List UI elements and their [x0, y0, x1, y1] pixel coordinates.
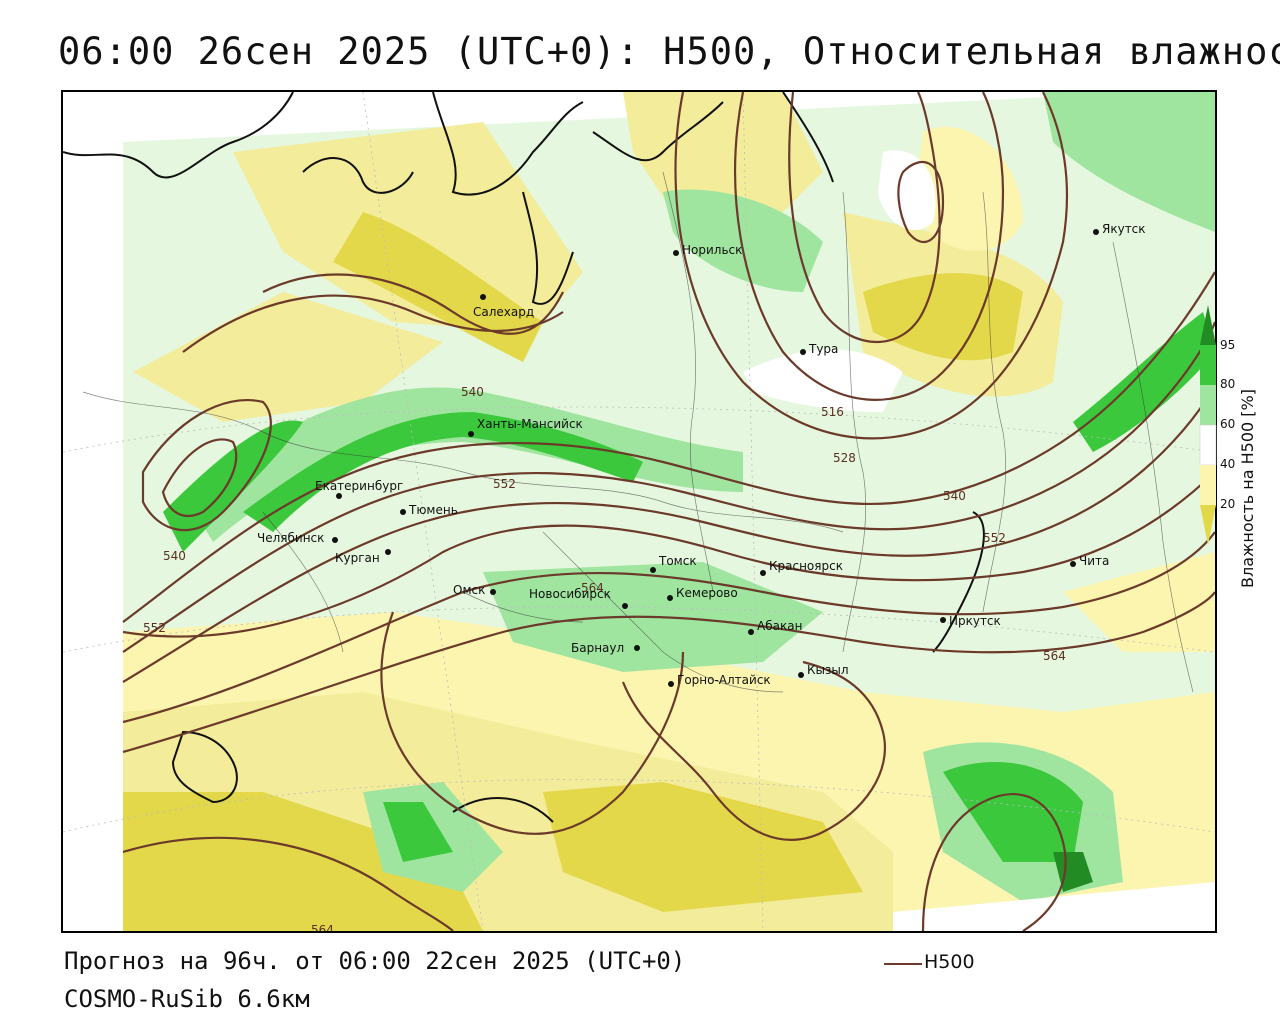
city-label: Красноярск	[769, 559, 843, 573]
model-name: COSMO-RuSib 6.6км	[64, 985, 310, 1013]
city-dot	[748, 629, 754, 635]
scale-tick: 40	[1220, 457, 1235, 471]
contour-label: 552	[143, 621, 166, 635]
scale-title: Влажность на H500 [%]	[1238, 389, 1257, 588]
admin-borders	[82, 171, 1194, 693]
contour-label: 540	[943, 489, 966, 503]
contour-label: 540	[461, 385, 484, 399]
city-dot	[385, 549, 391, 555]
h500-legend-line	[884, 963, 922, 965]
humidity-map: 540 552 540 552 516 528 540 552 564 564 …	[63, 92, 1215, 931]
scale-band	[1200, 465, 1216, 505]
coastlines	[63, 92, 985, 823]
scale-tick: 60	[1220, 417, 1235, 431]
city-label: Челябинск	[257, 531, 324, 545]
contour-label: 552	[493, 477, 516, 491]
humidity-scale-bar: 95 80 60 40 20	[1199, 305, 1235, 545]
contour-label: 552	[983, 531, 1006, 545]
domain-edge	[893, 882, 1215, 931]
city-label: Иркутск	[949, 614, 1001, 628]
city-label: Кызыл	[807, 663, 849, 677]
city-label: Барнаул	[571, 641, 624, 655]
graticule	[63, 92, 1215, 931]
city-dot	[400, 509, 406, 515]
city-label: Норильск	[682, 243, 742, 257]
city-label: Кемерово	[676, 586, 738, 600]
city-label: Якутск	[1102, 222, 1146, 236]
scale-tick: 80	[1220, 377, 1235, 391]
city-dot	[468, 431, 474, 437]
city-label: Горно-Алтайск	[677, 673, 771, 687]
city-label: Абакан	[757, 619, 802, 633]
city-label: Тура	[808, 342, 838, 356]
map-panel: 540 552 540 552 516 528 540 552 564 564 …	[61, 90, 1217, 933]
city-dot	[760, 570, 766, 576]
scale-tick: 95	[1220, 338, 1235, 352]
city-dot	[622, 603, 628, 609]
contour-label-group: 540 552 540 552 516 528 540 552 564 564 …	[143, 385, 1066, 931]
contour-label: 564	[581, 581, 604, 595]
city-dot	[490, 589, 496, 595]
city-label: Курган	[335, 551, 380, 565]
city-label: Новосибирск	[529, 587, 611, 601]
city-dot	[650, 567, 656, 573]
scale-tick: 20	[1220, 497, 1235, 511]
contour-label: 528	[833, 451, 856, 465]
city-dot	[800, 349, 806, 355]
h500-contours	[122, 92, 1215, 931]
city-dot	[634, 645, 640, 651]
dry-areas	[123, 92, 1215, 931]
city-dot	[1070, 561, 1076, 567]
city-dot	[668, 681, 674, 687]
city-dot	[940, 617, 946, 623]
contour-label: 516	[821, 405, 844, 419]
contour-label: 540	[163, 549, 186, 563]
city-label: Салехард	[473, 305, 534, 319]
contour-label: 564	[1043, 649, 1066, 663]
forecast-info: Прогноз на 96ч. от 06:00 22сен 2025 (UTC…	[64, 947, 686, 975]
city-label: Тюмень	[408, 503, 458, 517]
contour-label: 564	[311, 923, 334, 931]
city-dot	[332, 537, 338, 543]
city-label: Омск	[453, 583, 485, 597]
city-label: Екатеринбург	[315, 479, 403, 493]
scale-arrow-top	[1200, 305, 1216, 345]
city-dot	[667, 595, 673, 601]
city-dot	[480, 294, 486, 300]
scale-band	[1199, 424, 1217, 466]
humidity-scale: 95 80 60 40 20	[1198, 305, 1278, 550]
city-label: Чита	[1079, 554, 1109, 568]
city-dot	[1093, 229, 1099, 235]
scale-band	[1200, 385, 1216, 425]
scale-band	[1200, 345, 1216, 385]
city-dot	[798, 672, 804, 678]
city-label: Томск	[658, 554, 697, 568]
city-label: Ханты-Мансийск	[477, 417, 583, 431]
city-dot	[336, 493, 342, 499]
scale-arrow-bottom	[1200, 505, 1216, 545]
h500-legend-label: H500	[924, 951, 975, 973]
city-markers: Норильск Якутск Салехард Тура Ханты-Манс…	[257, 222, 1146, 687]
map-title: 06:00 26сен 2025 (UTC+0): H500, Относите…	[58, 30, 1280, 73]
city-dot	[673, 250, 679, 256]
